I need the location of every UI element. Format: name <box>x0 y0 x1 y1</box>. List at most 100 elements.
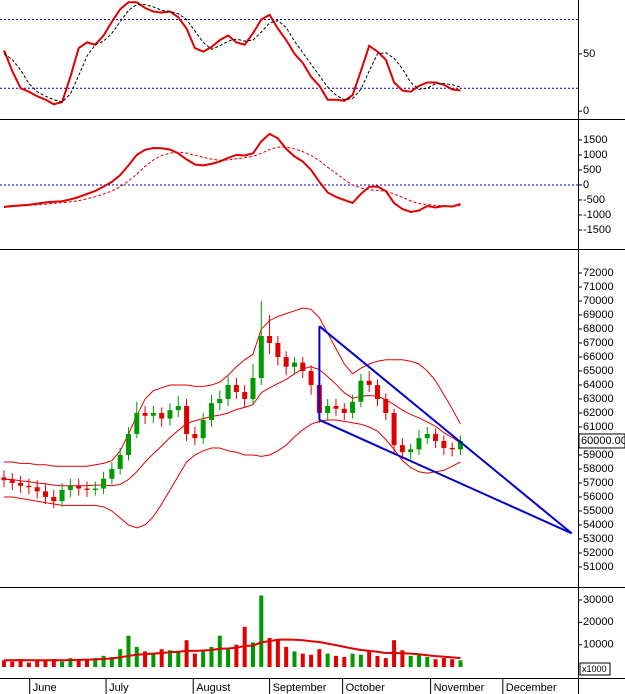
volume-bar <box>408 655 413 668</box>
y-tick-label: 61000 <box>583 421 614 433</box>
candle-body <box>374 384 380 399</box>
candle-body <box>358 380 364 402</box>
volume-bar <box>400 650 405 668</box>
y-tick-label: 69000 <box>583 309 614 321</box>
y-tick-label: 50 <box>583 48 595 60</box>
candle-body <box>117 454 123 469</box>
volume-bar <box>151 653 156 668</box>
candle-body <box>383 398 389 413</box>
volume-bar <box>250 642 255 668</box>
candle-body <box>167 410 173 419</box>
volume-bar <box>317 649 322 668</box>
candle-body <box>291 362 297 367</box>
volume-bar <box>1 660 6 668</box>
y-tick-label: 71000 <box>583 281 614 293</box>
x-tick-label: June <box>33 682 57 694</box>
y-tick-label: 0 <box>583 179 589 191</box>
y-tick-label: 59000 <box>583 449 614 461</box>
candle-body <box>1 477 7 481</box>
volume-bar <box>425 656 430 668</box>
candle-body <box>233 384 239 392</box>
candle-body <box>67 485 73 490</box>
volume-ma <box>4 638 461 662</box>
volume-bar <box>375 655 380 668</box>
candle-body <box>391 412 397 446</box>
volume-bar <box>209 646 214 668</box>
y-tick-label: 67000 <box>583 337 614 349</box>
volume-bar <box>300 653 305 668</box>
candle-body <box>159 412 165 419</box>
x-tick-label: August <box>196 682 230 694</box>
candle-body <box>134 412 140 434</box>
y-tick-label: 55000 <box>583 505 614 517</box>
volume-bar <box>68 658 73 668</box>
volume-bar <box>275 640 280 668</box>
candle-body <box>267 335 273 343</box>
candle-body <box>125 433 131 455</box>
volume-bar <box>134 646 139 668</box>
candle-body <box>300 362 306 371</box>
volume-bar <box>167 650 172 668</box>
x-tick-label: October <box>346 682 385 694</box>
y-tick-label: 54000 <box>583 519 614 531</box>
y-tick-label: 57000 <box>583 477 614 489</box>
candle-body <box>408 449 414 453</box>
volume-bar <box>267 637 272 668</box>
volume-bar <box>51 659 56 668</box>
y-tick-label: 66000 <box>583 351 614 363</box>
volume-bar <box>458 660 463 668</box>
candle-body <box>325 405 331 413</box>
candle-body <box>242 391 248 399</box>
volume-bar <box>450 659 455 668</box>
indicator-line <box>3 146 461 208</box>
y-tick-label: 51000 <box>583 561 614 573</box>
candle-body <box>109 468 115 479</box>
y-tick-label: 10000 <box>583 639 614 651</box>
volume-bar <box>292 651 297 668</box>
y-tick-label: 1000 <box>583 149 607 161</box>
candle-body <box>150 412 156 416</box>
volume-bar <box>201 651 206 668</box>
candle-body <box>333 405 339 409</box>
volume-bar <box>43 660 48 668</box>
volume-bar <box>26 662 31 668</box>
volume-bar <box>93 658 98 668</box>
candle-body <box>200 419 206 439</box>
volume-bar <box>176 652 181 668</box>
trendline <box>318 419 573 535</box>
x-tick-label: July <box>109 682 129 694</box>
candle-body <box>42 491 48 497</box>
unit-label: x1000 <box>582 664 607 674</box>
volume-bar <box>309 654 314 668</box>
candle-body <box>424 433 430 439</box>
candle-body <box>399 445 405 453</box>
volume-bar <box>284 646 289 668</box>
candle-body <box>250 377 256 399</box>
volume-bar <box>84 659 89 668</box>
volume-bar <box>217 635 222 668</box>
volume-bar <box>10 661 15 668</box>
candle-body <box>59 489 65 502</box>
x-tick-label: September <box>273 682 327 694</box>
candle-body <box>192 433 198 439</box>
y-tick-label: -500 <box>583 194 605 206</box>
y-tick-label: 58000 <box>583 463 614 475</box>
volume-bar <box>433 659 438 668</box>
candle-body <box>275 342 281 357</box>
candle-body <box>283 356 289 367</box>
candle-body <box>366 380 372 385</box>
volume-bar <box>358 654 363 668</box>
volume-bar <box>60 661 65 668</box>
volume-bar <box>333 655 338 668</box>
y-tick-label: -1500 <box>583 224 611 236</box>
volume-bar <box>192 653 197 668</box>
y-tick-label: 64000 <box>583 379 614 391</box>
y-tick-label: 500 <box>583 164 601 176</box>
volume-bar <box>159 649 164 668</box>
y-tick-label: 65000 <box>583 365 614 377</box>
volume-bar <box>35 660 40 668</box>
candle-body <box>26 485 32 488</box>
volume-bar <box>143 651 148 668</box>
